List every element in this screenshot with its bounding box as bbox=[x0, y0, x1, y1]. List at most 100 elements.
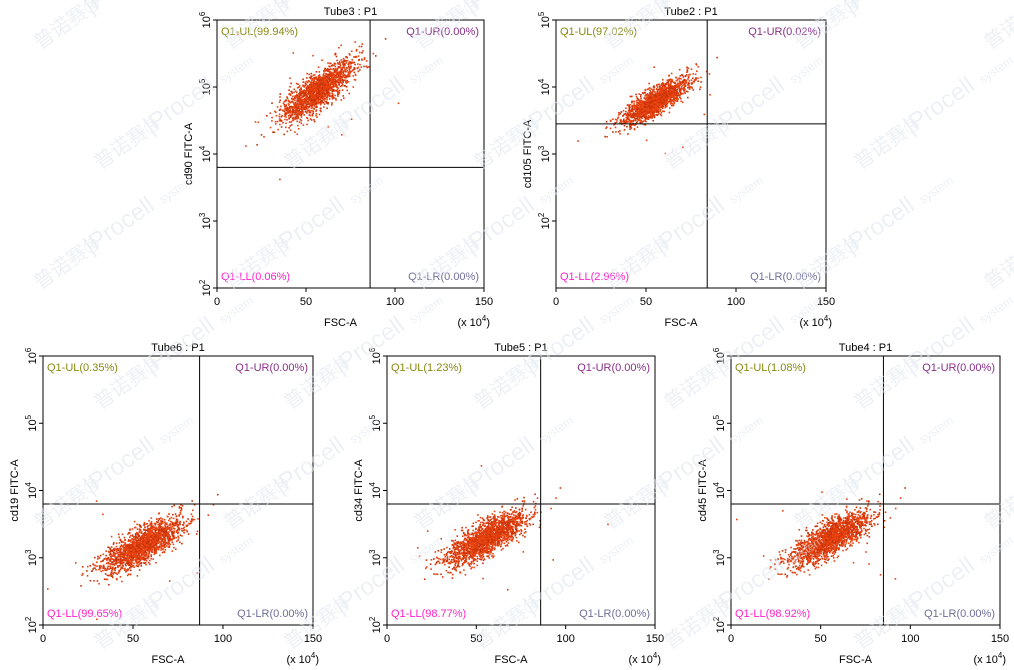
event-dot bbox=[644, 109, 646, 111]
event-dot bbox=[640, 97, 642, 100]
event-dot bbox=[312, 91, 314, 94]
event-dot bbox=[640, 120, 642, 123]
event-dot bbox=[315, 103, 318, 105]
event-dot bbox=[636, 107, 639, 109]
event-dot bbox=[300, 87, 302, 89]
event-dot bbox=[690, 68, 693, 70]
event-dot bbox=[344, 74, 347, 77]
event-dot bbox=[197, 518, 199, 520]
event-dot bbox=[147, 557, 149, 560]
event-dot bbox=[127, 562, 129, 564]
event-dot bbox=[300, 122, 303, 125]
event-dot bbox=[165, 523, 168, 525]
event-dot bbox=[157, 542, 160, 544]
event-dot bbox=[135, 560, 137, 562]
event-dot bbox=[144, 526, 146, 528]
event-dot bbox=[649, 98, 652, 100]
outlier-dot bbox=[341, 134, 343, 136]
event-dot bbox=[269, 112, 272, 114]
event-dot bbox=[618, 112, 620, 114]
event-dot bbox=[298, 109, 300, 112]
event-dot bbox=[109, 574, 112, 576]
event-dot bbox=[168, 542, 171, 545]
event-dot bbox=[146, 522, 149, 525]
event-dot bbox=[294, 104, 296, 107]
event-dot bbox=[352, 75, 355, 77]
event-dot bbox=[120, 541, 123, 544]
event-dot bbox=[663, 110, 666, 113]
event-dot bbox=[331, 64, 334, 66]
event-dot bbox=[335, 86, 338, 88]
event-dot bbox=[628, 114, 630, 116]
event-dot bbox=[629, 103, 632, 106]
event-dot bbox=[683, 86, 685, 89]
event-dot bbox=[304, 107, 307, 109]
event-dot bbox=[627, 133, 629, 135]
event-dot bbox=[654, 101, 656, 104]
event-dot bbox=[632, 119, 635, 122]
event-dot bbox=[302, 107, 304, 110]
event-dot bbox=[334, 71, 336, 74]
event-dot bbox=[332, 96, 334, 98]
event-dot bbox=[134, 533, 137, 535]
event-dot bbox=[172, 513, 174, 516]
event-dot bbox=[151, 535, 154, 537]
event-dot bbox=[297, 99, 300, 102]
event-dot bbox=[179, 520, 182, 523]
event-dot bbox=[260, 134, 263, 136]
event-dot bbox=[650, 101, 652, 103]
event-dot bbox=[167, 533, 169, 535]
event-dot bbox=[298, 113, 301, 116]
event-dot bbox=[672, 94, 675, 97]
event-dot bbox=[642, 105, 645, 108]
event-dot bbox=[153, 549, 156, 551]
event-dot bbox=[346, 75, 348, 78]
event-dot bbox=[293, 88, 295, 91]
event-dot bbox=[171, 525, 174, 528]
event-dot bbox=[330, 72, 332, 74]
event-dot bbox=[118, 542, 121, 544]
event-dot bbox=[144, 528, 146, 531]
event-dot bbox=[299, 118, 302, 121]
event-dot bbox=[143, 545, 146, 548]
event-dot bbox=[311, 85, 313, 88]
event-dot bbox=[170, 523, 172, 526]
event-dot bbox=[275, 115, 278, 117]
event-dot bbox=[312, 110, 315, 113]
event-dot bbox=[667, 83, 669, 86]
event-dot bbox=[172, 543, 175, 546]
event-dot bbox=[300, 93, 303, 95]
event-dot bbox=[658, 100, 660, 102]
event-dot bbox=[320, 83, 322, 85]
event-dot bbox=[649, 93, 651, 95]
event-dot bbox=[686, 70, 689, 73]
event-dot bbox=[679, 83, 682, 85]
event-dot bbox=[110, 563, 112, 565]
event-dot bbox=[647, 118, 649, 120]
event-dot bbox=[111, 567, 114, 570]
event-dot bbox=[110, 555, 112, 558]
event-dot bbox=[671, 87, 673, 90]
event-dot bbox=[353, 71, 356, 74]
event-dot bbox=[104, 573, 107, 575]
event-dot bbox=[155, 526, 157, 529]
event-dot bbox=[673, 82, 675, 84]
event-dot bbox=[295, 113, 298, 115]
event-dot bbox=[92, 564, 95, 566]
event-dot bbox=[647, 94, 650, 97]
event-dot bbox=[340, 81, 342, 84]
event-dot bbox=[172, 537, 174, 540]
event-dot bbox=[643, 114, 645, 116]
event-dot bbox=[161, 551, 164, 554]
event-dot bbox=[672, 104, 674, 106]
event-dot bbox=[150, 541, 153, 544]
event-dot bbox=[153, 542, 156, 544]
event-dot bbox=[144, 530, 147, 532]
event-dot bbox=[337, 62, 339, 64]
event-dot bbox=[315, 114, 317, 117]
event-dot bbox=[294, 116, 297, 119]
event-dot bbox=[325, 72, 327, 75]
event-dot bbox=[666, 97, 669, 99]
event-dot bbox=[313, 86, 315, 88]
event-dot bbox=[644, 111, 647, 114]
